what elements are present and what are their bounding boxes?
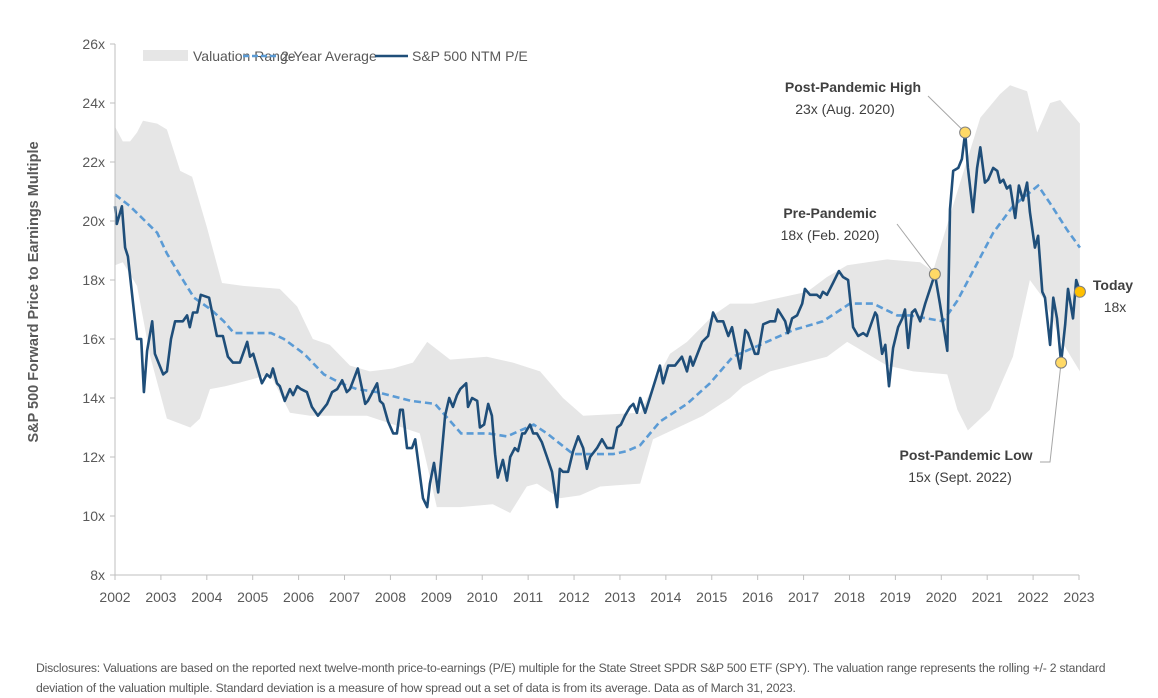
annotation-marker xyxy=(959,126,972,139)
x-tick-label: 2021 xyxy=(972,589,1003,605)
x-tick-label: 2014 xyxy=(650,589,681,605)
x-tick-label: 2005 xyxy=(237,589,268,605)
annotation-subtitle: 15x (Sept. 2022) xyxy=(908,469,1012,485)
x-tick-label: 2012 xyxy=(558,589,589,605)
legend-swatch-valuation-range xyxy=(143,50,188,61)
x-tick-label: 2002 xyxy=(99,589,130,605)
annotation-marker xyxy=(1055,356,1068,369)
x-tick-label: 2020 xyxy=(926,589,957,605)
y-tick-label: 20x xyxy=(82,213,105,229)
x-tick-label: 2016 xyxy=(742,589,773,605)
x-tick-label: 2003 xyxy=(145,589,176,605)
y-tick-label: 16x xyxy=(82,331,105,347)
y-tick-label: 14x xyxy=(82,390,105,406)
annotation-subtitle: 18x (Feb. 2020) xyxy=(781,227,880,243)
x-tick-label: 2004 xyxy=(191,589,222,605)
leader-line xyxy=(896,223,936,275)
y-tick-label: 22x xyxy=(82,154,105,170)
x-tick-label: 2022 xyxy=(1018,589,1049,605)
legend-label: 2-Year Average xyxy=(281,48,377,64)
x-tick-label: 2023 xyxy=(1063,589,1094,605)
leader-line xyxy=(927,95,966,133)
x-tick-label: 2007 xyxy=(329,589,360,605)
y-tick-label: 10x xyxy=(82,508,105,524)
sp500-pe-line xyxy=(113,131,1082,509)
annotation-title: Today xyxy=(1093,277,1133,293)
y-axis-title: S&P 500 Forward Price to Earnings Multip… xyxy=(26,141,42,442)
x-tick-label: 2015 xyxy=(696,589,727,605)
series-lines xyxy=(113,131,1082,509)
annotation-pre-pandemic: Pre-Pandemic 18x (Feb. 2020) xyxy=(781,205,941,281)
leader-line xyxy=(1040,362,1062,463)
y-tick-label: 24x xyxy=(82,95,105,111)
x-tick-label: 2006 xyxy=(283,589,314,605)
annotation-marker xyxy=(928,268,941,281)
x-tick-label: 2011 xyxy=(513,589,543,605)
valuation-range-area xyxy=(115,85,1080,514)
x-tick-label: 2010 xyxy=(467,589,498,605)
x-tick-label: 2008 xyxy=(375,589,406,605)
x-tick-label: 2017 xyxy=(788,589,819,605)
annotation-today: Today 18x xyxy=(1073,277,1133,315)
y-tick-label: 12x xyxy=(82,449,105,465)
x-tick-label: 2013 xyxy=(604,589,635,605)
annotation-title: Pre-Pandemic xyxy=(783,205,877,221)
annotation-marker xyxy=(1073,285,1086,298)
x-tick-label: 2019 xyxy=(880,589,911,605)
disclosure-text: Disclosures: Valuations are based on the… xyxy=(36,661,1106,695)
annotation-title: Post-Pandemic High xyxy=(785,79,921,95)
annotation-post-pandemic-low: Post-Pandemic Low 15x (Sept. 2022) xyxy=(899,356,1068,485)
y-tick-label: 26x xyxy=(82,36,105,52)
y-tick-label: 8x xyxy=(90,567,105,583)
annotation-title: Post-Pandemic Low xyxy=(899,447,1032,463)
legend-label: S&P 500 NTM P/E xyxy=(412,48,528,64)
x-tick-label: 2018 xyxy=(834,589,865,605)
axes: 8x 10x 12x 14x 16x 18x 20x 22x 24x 26x 2002 2003 200… xyxy=(82,36,1094,605)
x-tick-label: 2009 xyxy=(421,589,452,605)
annotation-subtitle: 23x (Aug. 2020) xyxy=(795,101,895,117)
annotation-post-pandemic-high: Post-Pandemic High 23x (Aug. 2020) xyxy=(785,79,972,139)
annotation-subtitle: 18x xyxy=(1104,299,1127,315)
y-tick-label: 18x xyxy=(82,272,105,288)
valuation-range-band xyxy=(115,85,1080,514)
annotations: Post-Pandemic High 23x (Aug. 2020) Pre-Pan… xyxy=(781,79,1134,485)
